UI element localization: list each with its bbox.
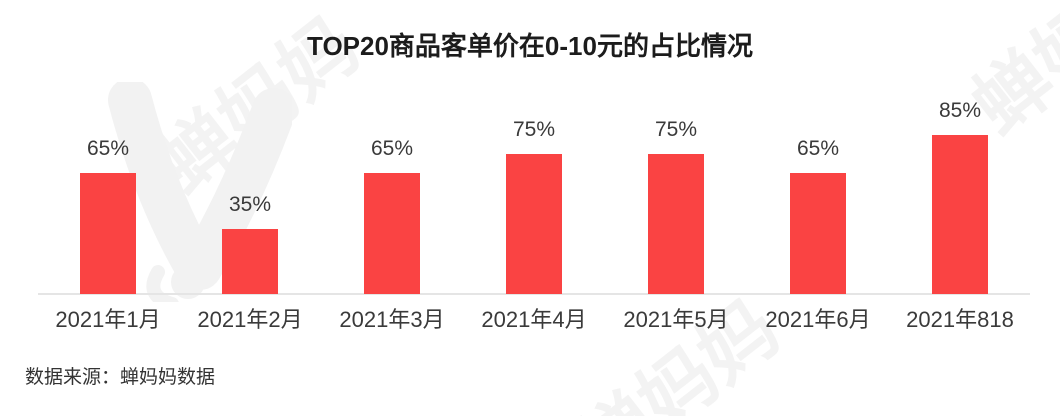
bar-value-label: 35% — [228, 193, 272, 216]
bar-group: 65% 2021年1月 — [37, 74, 179, 332]
bar-group: 35% 2021年2月 — [179, 74, 321, 332]
bar-value-label: 75% — [512, 118, 556, 141]
x-axis-label: 2021年3月 — [339, 307, 445, 332]
bar — [222, 229, 278, 294]
bar — [932, 135, 988, 294]
x-axis-label: 2021年4月 — [481, 307, 587, 332]
bar — [80, 173, 136, 294]
x-axis-label: 2021年6月 — [765, 307, 871, 332]
bar-value-label: 65% — [370, 137, 414, 160]
bar-group: 65% 2021年3月 — [321, 74, 463, 332]
chart-title: TOP20商品客单价在0-10元的占比情况 — [307, 31, 753, 61]
bar — [364, 173, 420, 294]
bar-group: 75% 2021年5月 — [605, 74, 747, 332]
bar — [506, 154, 562, 294]
bar-value-label: 85% — [938, 99, 982, 122]
bar-group: 75% 2021年4月 — [463, 74, 605, 332]
x-axis-label: 2021年2月 — [197, 307, 303, 332]
bar-value-label: 65% — [796, 137, 840, 160]
bar-value-label: 75% — [654, 118, 698, 141]
bar — [648, 154, 704, 294]
data-source-note: 数据来源：蝉妈妈数据 — [25, 367, 216, 388]
x-axis-label: 2021年1月 — [55, 307, 161, 332]
bar-value-label: 65% — [86, 137, 130, 160]
x-axis-line — [38, 293, 1030, 295]
bar-group: 85% 2021年818 — [889, 74, 1031, 332]
bar-group: 65% 2021年6月 — [747, 74, 889, 332]
bar — [790, 173, 846, 294]
x-axis-label: 2021年818 — [906, 307, 1014, 332]
x-axis-label: 2021年5月 — [623, 307, 729, 332]
